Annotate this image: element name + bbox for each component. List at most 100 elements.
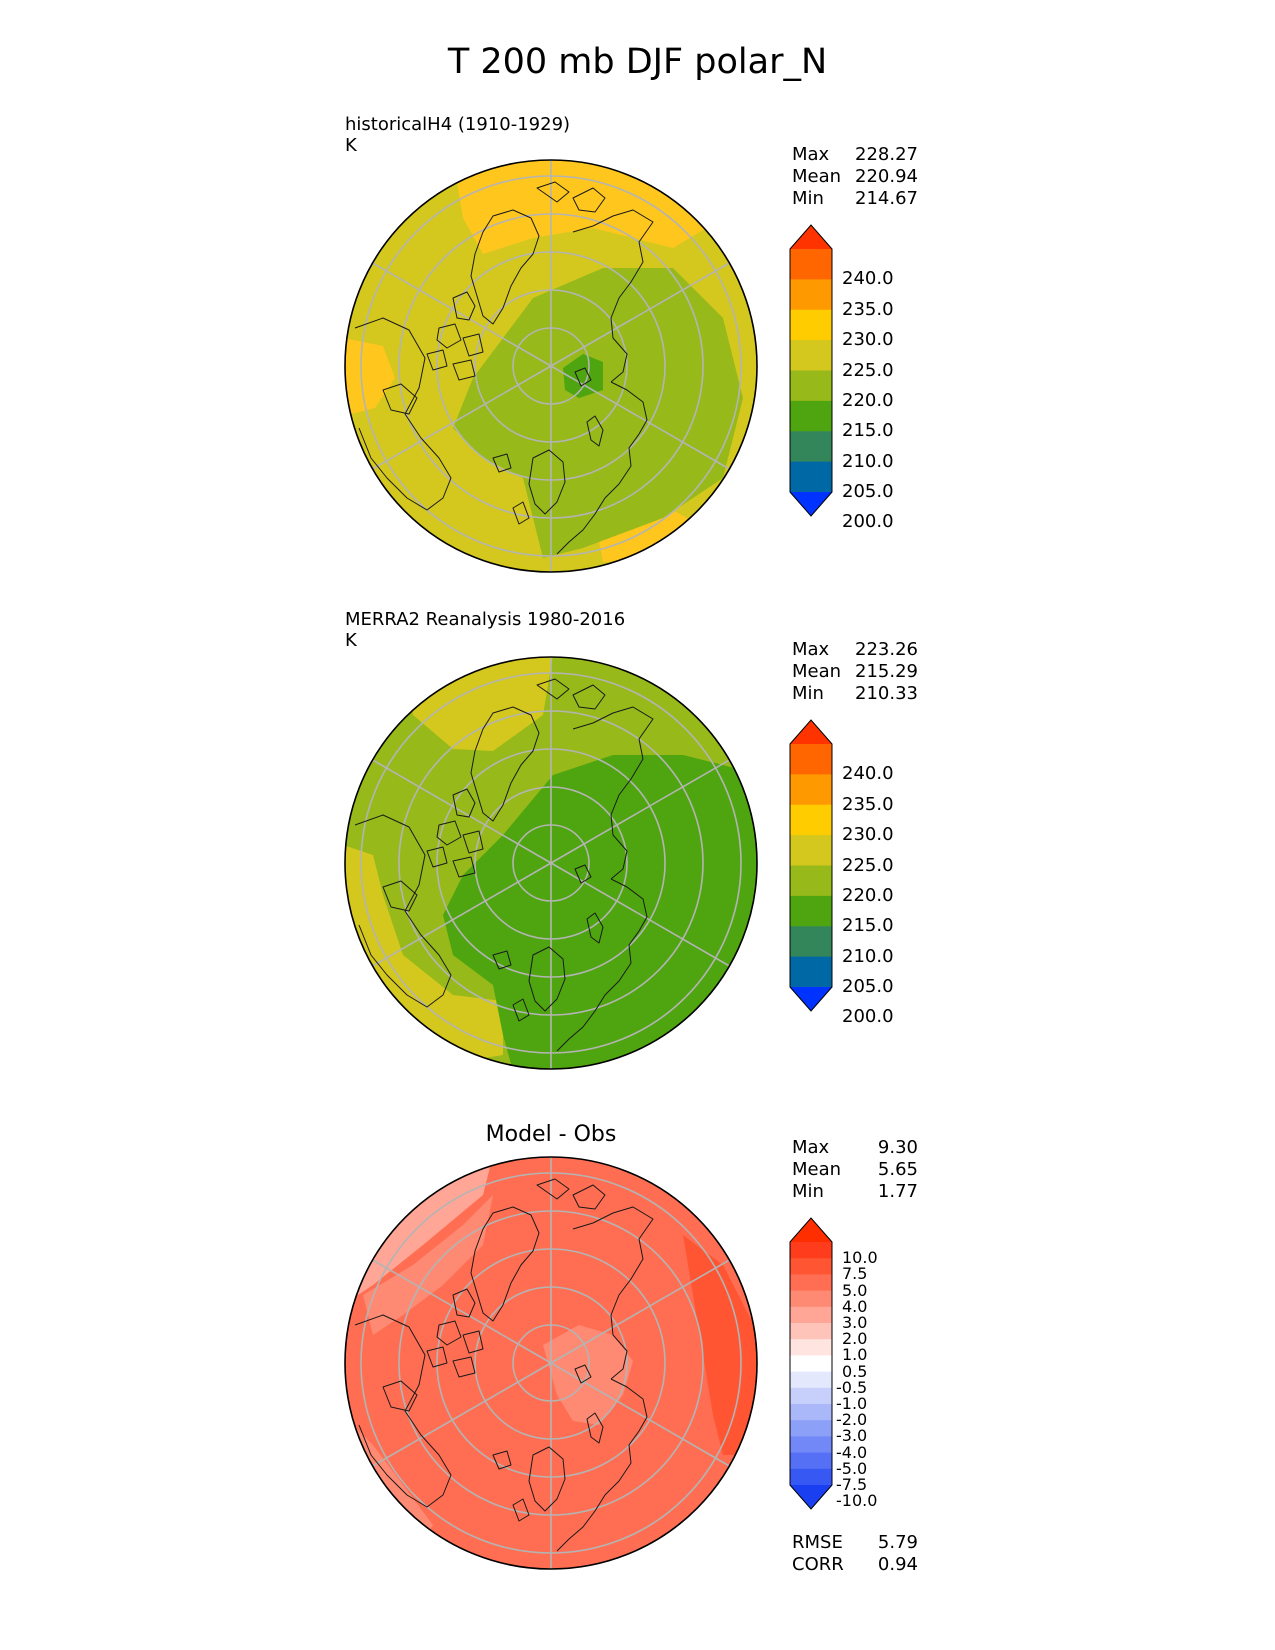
coastline — [382, 880, 418, 912]
colorbar-bin — [790, 1274, 832, 1292]
colorbar-panel-3 — [789, 1217, 833, 1510]
colorbar-bin — [790, 956, 832, 988]
panel-1-name: historicalH4 (1910-1929) — [345, 114, 571, 135]
polar-map-reference — [344, 656, 758, 1070]
colorbar-extend-bottom — [790, 1485, 832, 1509]
colorbar-tick-label: 10.0 — [842, 1248, 878, 1268]
colorbar-bin — [790, 895, 832, 927]
stat-mean: Mean 220.94 — [792, 166, 918, 187]
colorbar-tick-label: 0.5 — [842, 1361, 868, 1381]
colorbar-tick-label: 4.0 — [842, 1296, 868, 1316]
coastline — [556, 878, 648, 1052]
colorbar-tick-label: 2.0 — [842, 1329, 868, 1349]
colorbar-bin — [790, 1387, 832, 1405]
colorbar-bin — [790, 1258, 832, 1275]
colorbar-tick-label: 235.0 — [842, 298, 894, 320]
coastline — [572, 1206, 654, 1380]
colorbar-tick-label: -0.5 — [836, 1377, 868, 1397]
coastline — [528, 946, 566, 1012]
coastlines — [354, 1178, 654, 1552]
coastline — [536, 678, 570, 700]
longitude-line — [550, 1362, 730, 1467]
colorbar-bin — [790, 835, 832, 866]
stat-mean: Mean 215.29 — [792, 661, 918, 682]
colorbar-tick-label: 1.0 — [842, 1345, 868, 1365]
colorbar-bin — [790, 1306, 832, 1324]
colorbar-tick-label: -4.0 — [836, 1442, 868, 1462]
stats-panel-2: Max 223.26 Mean 215.29 Min 210.33 — [792, 639, 918, 705]
colorbar-bin — [790, 1339, 832, 1356]
colorbar-tick-label: -7.5 — [836, 1475, 868, 1494]
colorbar-extend-top — [790, 1218, 832, 1242]
field-high-east — [683, 1235, 757, 1455]
colorbar-bin — [790, 279, 832, 311]
colorbar-tick-label: -2.0 — [836, 1410, 868, 1430]
colorbar-tick-label: 225.0 — [842, 359, 894, 381]
colorbar-tick-label: 200.0 — [842, 511, 894, 533]
coastlines — [354, 678, 654, 1052]
coastline — [470, 209, 540, 325]
coastline — [382, 1380, 418, 1412]
panel-1-units: K — [345, 135, 357, 156]
longitude-line — [550, 1259, 730, 1364]
colorbar-tick-label: 230.0 — [842, 824, 894, 846]
colorbar-extend-bottom — [790, 987, 832, 1011]
colorbar-bin — [790, 1242, 832, 1259]
stat-corr: CORR 0.94 — [792, 1554, 918, 1575]
colorbar-tick-label: 215.0 — [842, 420, 894, 442]
coastlines — [354, 181, 654, 555]
stats-panel-3: Max 9.30 Mean 5.65 Min 1.77 — [792, 1137, 918, 1203]
colorbar-tick-label: 220.0 — [842, 884, 894, 906]
map-boundary — [344, 656, 758, 1070]
stat-rmse: RMSE 5.79 — [792, 1532, 918, 1553]
graticule — [360, 160, 742, 572]
coastline — [426, 291, 484, 381]
colorbar-bin — [790, 461, 832, 493]
colorbar-tick-label: 7.5 — [842, 1264, 868, 1284]
field-low-center — [543, 1325, 633, 1425]
coastline — [572, 706, 654, 880]
field-cold-core — [443, 755, 757, 1069]
panel-2-name: MERRA2 Reanalysis 1980-2016 — [345, 609, 626, 630]
colorbar-bin — [790, 1420, 832, 1437]
colorbar-panel-2 — [789, 719, 833, 1012]
stat-max: Max 223.26 — [792, 639, 918, 660]
colorbar-outline — [789, 1217, 833, 1510]
coastline — [470, 706, 540, 822]
field-low-band — [363, 1195, 493, 1335]
coastline — [556, 1378, 648, 1552]
stat-min: Min 214.67 — [792, 188, 918, 209]
coastline — [426, 1288, 484, 1378]
colorbar-bin — [790, 774, 832, 806]
colorbar-tick-label: 5.0 — [842, 1280, 868, 1300]
map-field — [345, 160, 757, 572]
colorbar-panel-1 — [789, 224, 833, 517]
colorbar-bin — [790, 1436, 832, 1454]
stats-panel-1: Max 228.27 Mean 220.94 Min 214.67 — [792, 144, 918, 210]
colorbar-bin — [790, 1323, 832, 1340]
coastline — [492, 1450, 530, 1522]
coastline — [572, 1184, 606, 1210]
colorbar-tick-label: 200.0 — [842, 1006, 894, 1028]
coastline — [354, 814, 452, 1008]
colorbar-tick-label: 225.0 — [842, 854, 894, 876]
colorbar-bin — [790, 926, 832, 958]
colorbar-bin — [790, 340, 832, 371]
colorbar-tick-label: -10.0 — [836, 1491, 878, 1511]
coastline — [536, 181, 570, 203]
graticule — [360, 1157, 742, 1569]
colorbar-tick-label: 235.0 — [842, 793, 894, 815]
main-title: T 200 mb DJF polar_N — [447, 42, 828, 82]
longitude-line — [372, 862, 552, 967]
colorbar-tick-label: 210.0 — [842, 945, 894, 967]
longitude-line — [550, 262, 730, 367]
colorbar-extend-bottom — [790, 492, 832, 516]
diff-metrics: RMSE 5.79 CORR 0.94 — [792, 1532, 918, 1576]
coastline — [492, 453, 530, 525]
polar-map-test — [344, 159, 758, 573]
colorbar-tick-label: 205.0 — [842, 481, 894, 502]
colorbar-extend-top — [790, 225, 832, 249]
coastline — [382, 383, 418, 415]
colorbar-bin — [790, 1290, 832, 1308]
colorbar-tick-label: -1.0 — [836, 1394, 868, 1413]
